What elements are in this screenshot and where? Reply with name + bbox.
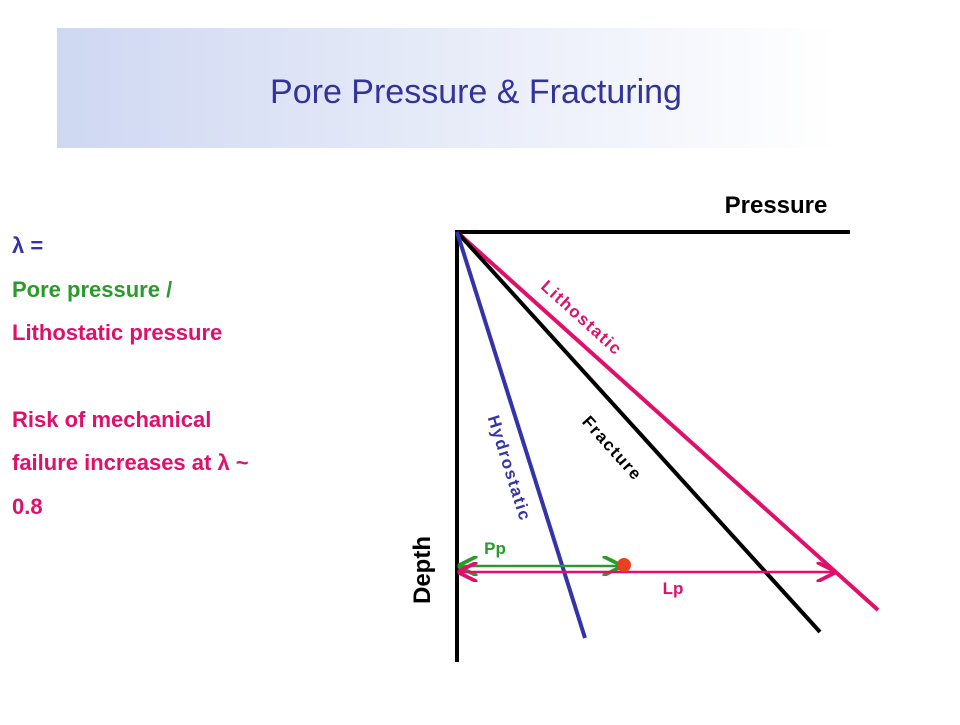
y-axis-label: Depth bbox=[409, 536, 436, 604]
left-text: λ = Pore pressure / Lithostatic pressure… bbox=[12, 233, 249, 519]
text-line: Lithostatic pressure bbox=[12, 320, 222, 345]
marker-label: Pp bbox=[484, 539, 506, 558]
text-line: λ = bbox=[12, 233, 43, 258]
curve-label: Fracture bbox=[578, 412, 646, 484]
text-line: Risk of mechanical bbox=[12, 407, 211, 432]
pore-point bbox=[617, 558, 631, 572]
x-axis-label: Pressure bbox=[725, 192, 828, 219]
title-band bbox=[57, 28, 837, 148]
lithostatic-line bbox=[455, 230, 880, 612]
marker-label: Lp bbox=[663, 579, 684, 598]
curve-label: Hydrostatic bbox=[484, 413, 535, 524]
text-line: 0.8 bbox=[12, 494, 43, 519]
text-line: Pore pressure / bbox=[12, 277, 172, 302]
text-line: failure increases at λ ~ bbox=[12, 450, 249, 475]
title: Pore Pressure & Fracturing bbox=[270, 73, 682, 111]
